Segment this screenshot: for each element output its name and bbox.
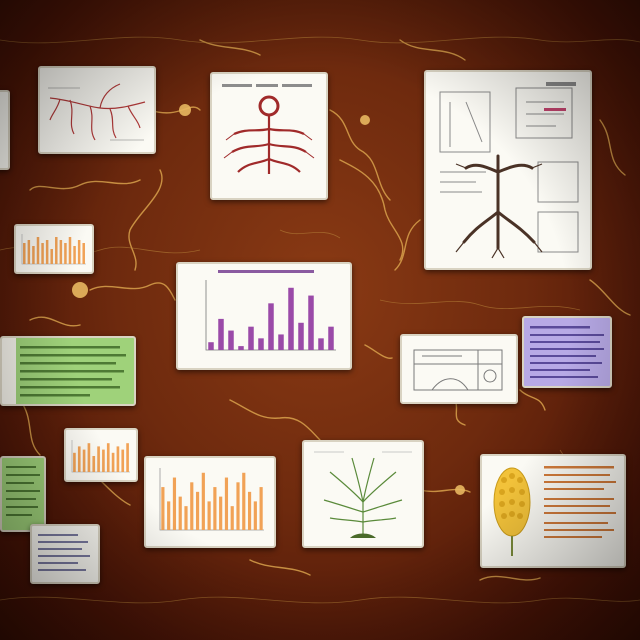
tall-bars-axis	[159, 468, 264, 531]
orange-strip-bar	[50, 249, 53, 264]
main-bar-chart	[205, 270, 336, 351]
orange-strip-bar	[45, 240, 49, 264]
tall-bars-bar	[161, 487, 165, 530]
tall-bars-bar	[184, 506, 188, 530]
orange-tiny-bar	[116, 446, 120, 472]
white-notes-lines	[38, 534, 90, 571]
main-chart-bar	[218, 318, 224, 350]
tall-bars-bar	[190, 482, 194, 530]
main-chart-bar	[278, 334, 284, 350]
tall-bars-bar	[230, 506, 234, 530]
orange-tiny-bar	[97, 446, 100, 472]
main-bar-chart-card[interactable]	[176, 262, 352, 370]
orange-bar-tiny	[71, 440, 130, 473]
orange-strip-bar	[64, 243, 67, 264]
orange-tiny-bar	[102, 449, 105, 472]
tall-bars-chart-card[interactable]	[144, 456, 276, 548]
orange-tiny-bar	[77, 446, 81, 472]
orange-strip-bar	[36, 237, 40, 264]
orange-strip-bar	[23, 243, 26, 264]
orange-strip-bar	[68, 237, 72, 264]
green-notes-lines	[2, 338, 126, 404]
orange-tiny-bar	[87, 443, 91, 472]
tall-bars-chart	[159, 468, 264, 531]
tall-bars-bar	[219, 496, 223, 530]
tall-bars-bar	[178, 496, 182, 530]
main-chart-title-bar	[218, 270, 314, 273]
machine-sketch-drawing	[413, 349, 503, 391]
tall-bars-bar	[172, 477, 177, 530]
orange-bar-tiny-card[interactable]	[64, 428, 138, 482]
green-notes-small-card[interactable]	[0, 456, 46, 532]
lavender-notes-card[interactable]	[522, 316, 612, 388]
tree-root-schematic-drawing	[439, 82, 579, 259]
tall-bars-bar	[201, 472, 205, 530]
orange-strip-bar	[77, 240, 81, 264]
machine-sketch-card[interactable]	[400, 334, 518, 404]
plant-illustration-drawing	[314, 451, 412, 538]
tall-bars-bar	[253, 501, 257, 530]
tall-bars-bar	[207, 501, 211, 530]
green-notes-small-lines	[6, 466, 40, 516]
tall-bars-bar	[247, 491, 252, 530]
tall-bars-bar	[242, 472, 246, 530]
main-chart-bar	[288, 287, 294, 350]
orange-strip-bar	[59, 240, 63, 264]
tall-bars-bar	[259, 487, 263, 530]
central-root-figure-card[interactable]	[210, 72, 328, 200]
green-notes-card[interactable]	[0, 336, 136, 406]
orange-bar-strip-card[interactable]	[14, 224, 94, 274]
main-chart-bar	[258, 338, 264, 350]
main-chart-bar	[228, 330, 234, 350]
main-chart-bar	[238, 346, 244, 350]
tall-bars-bar	[236, 482, 240, 530]
tall-bars-bar	[224, 477, 229, 530]
tree-root-schematic-card[interactable]	[424, 70, 592, 270]
orange-tiny-bar	[126, 443, 129, 472]
orange-strip-bar	[27, 240, 31, 264]
tall-bars-bar	[167, 501, 171, 530]
orange-tiny-bar	[121, 449, 125, 472]
orange-strip-bar	[55, 237, 58, 264]
orange-bar-strip	[21, 234, 86, 265]
plant-illustration-card[interactable]	[302, 440, 424, 548]
corn-notes-card[interactable]	[480, 454, 626, 568]
main-chart-bar	[308, 295, 314, 350]
main-chart-bar	[298, 322, 304, 350]
main-chart-bar	[248, 326, 254, 350]
central-root-drawing	[222, 84, 315, 174]
orange-tiny-bar	[111, 452, 115, 472]
orange-tiny-bar	[106, 443, 110, 472]
corn-notes-drawing	[493, 466, 616, 556]
orange-tiny-bar	[73, 452, 76, 472]
root-map-drawing	[48, 83, 146, 141]
tall-bars-bar	[195, 491, 200, 530]
edge-card-fragment	[0, 90, 10, 170]
orange-tiny-bar	[82, 449, 86, 472]
orange-strip-bar	[41, 243, 44, 264]
root-map-card[interactable]	[38, 66, 156, 154]
orange-strip-bar	[73, 246, 76, 264]
main-chart-bar	[328, 326, 334, 350]
orange-tiny-axis	[71, 440, 130, 473]
tall-bars-bar	[213, 487, 217, 530]
orange-tiny-bar	[92, 456, 96, 472]
orange-strip-bar	[82, 243, 85, 264]
main-chart-bar	[208, 342, 214, 350]
main-chart-bar	[268, 303, 274, 350]
main-chart-bar	[318, 338, 324, 350]
orange-strip-axis	[21, 234, 86, 265]
lavender-notes-lines	[530, 326, 604, 378]
orange-strip-bar	[32, 246, 35, 264]
white-notes-card[interactable]	[30, 524, 100, 584]
